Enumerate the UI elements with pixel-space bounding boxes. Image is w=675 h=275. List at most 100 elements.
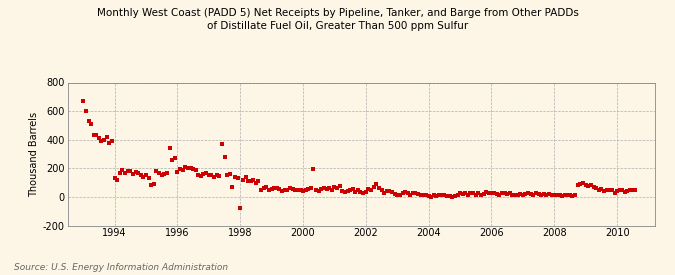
Point [580,183,591,187]
Point [437,192,448,197]
Point [115,170,126,175]
Point [211,172,222,177]
Point [313,189,324,193]
Point [567,194,578,198]
Point [310,188,321,192]
Point [112,178,123,182]
Point [133,171,144,175]
Point [135,173,146,178]
Point [557,194,568,198]
Point [400,190,410,194]
Point [190,168,201,173]
Point [617,188,628,193]
Point [531,191,541,196]
Point [389,192,400,196]
Point [188,167,198,171]
Point [433,193,444,198]
Y-axis label: Thousand Barrels: Thousand Barrels [28,111,38,197]
Point [219,155,230,159]
Point [140,172,151,177]
Point [457,192,468,196]
Point [101,135,112,139]
Point [148,182,159,186]
Point [334,184,345,188]
Text: Source: U.S. Energy Information Administration: Source: U.S. Energy Information Administ… [14,263,227,272]
Point [193,172,204,177]
Point [230,175,240,179]
Point [494,192,505,197]
Point [227,185,238,189]
Point [504,190,515,195]
Point [478,192,489,196]
Point [625,188,636,192]
Point [630,188,641,192]
Point [324,186,335,191]
Point [107,139,117,143]
Point [546,193,557,198]
Point [533,192,544,196]
Point [413,192,424,196]
Point [201,170,212,175]
Point [221,173,232,178]
Point [429,193,439,198]
Point [342,189,353,193]
Point [232,176,243,180]
Point [217,142,227,146]
Point [321,187,332,191]
Point [99,138,109,142]
Point [235,206,246,211]
Point [248,178,259,182]
Point [196,174,207,178]
Point [109,176,120,180]
Point [578,180,589,185]
Point [536,192,547,197]
Point [80,109,91,113]
Point [157,172,167,177]
Point [510,192,520,197]
Point [366,188,377,192]
Point [240,175,251,179]
Point [164,146,175,150]
Point [250,180,261,185]
Point [261,185,271,189]
Point [284,186,295,191]
Point [575,182,586,186]
Point [209,175,219,179]
Point [486,190,497,195]
Point [161,170,172,175]
Point [543,192,554,196]
Point [308,167,319,171]
Point [279,188,290,192]
Point [468,191,479,196]
Point [496,190,507,195]
Point [316,187,327,191]
Point [96,139,107,143]
Point [593,188,604,192]
Point [128,172,138,176]
Point [266,187,277,191]
Point [104,140,115,145]
Point [259,186,269,191]
Point [83,119,94,123]
Point [371,182,381,186]
Point [379,190,389,195]
Point [369,185,379,189]
Point [300,188,311,192]
Point [290,188,300,192]
Point [203,173,214,178]
Point [167,158,178,162]
Point [507,193,518,198]
Point [502,192,512,196]
Point [583,184,593,188]
Point [384,189,395,193]
Point [588,185,599,189]
Point [245,179,256,183]
Point [426,195,437,199]
Point [473,190,484,195]
Point [292,188,303,193]
Point [476,192,487,197]
Point [88,133,99,138]
Point [331,186,342,191]
Point [572,183,583,188]
Point [303,187,314,191]
